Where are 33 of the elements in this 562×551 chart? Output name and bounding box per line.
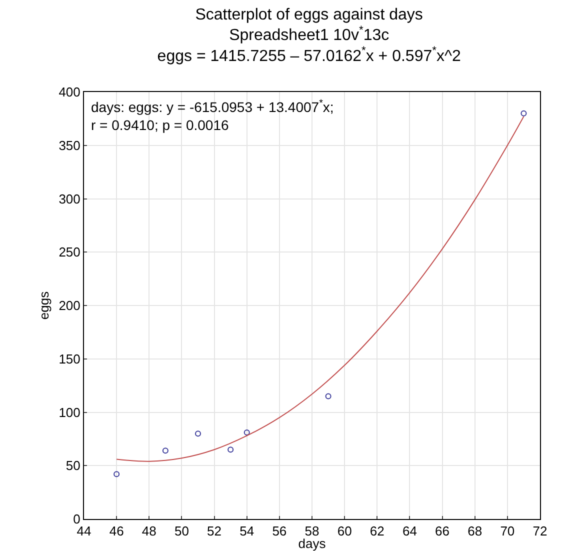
point [325,393,332,400]
x-tick-label: 62 [370,524,384,539]
x-tick-label: 58 [304,524,320,539]
y-tick-label: 100 [58,404,80,420]
y-tick-label: 350 [58,138,80,153]
x-tick-label: 70 [500,524,515,539]
chart-title: Scatterplot of eggs against days Spreadsheet1 10v$^{*}$13c eggs = 1415.7255 – 57.0162$^{*}$x + 0.597$^{*}$x^2 [157,6,461,65]
y-tick-label: 400 [58,84,80,100]
text: days: eggs: y = -615.0953 + 13.4007$^{*}$x; r = 0.9410; p = 0.0016 [91,98,334,134]
point [114,471,120,478]
y-tick-label: 50 [66,458,80,474]
point [195,430,201,437]
y-tick-label: 250 [58,244,80,260]
y-tick-label: 200 [58,298,80,314]
point [520,110,527,116]
x-tick-label: 50 [174,524,189,539]
x-tick-label: 72 [532,524,548,539]
x-tick-label: 54 [240,524,254,539]
point [244,430,250,436]
x-tick-label: 56 [272,524,287,539]
x-tick-label: 68 [468,524,482,539]
point [162,448,168,454]
x-tick-label: 60 [337,524,352,539]
y-tick-label: 300 [58,191,80,206]
y-tick-label: 150 [58,351,80,366]
x-tick-label: 52 [207,524,222,539]
x-tick-label: 64 [402,524,417,539]
x-tick-label: 48 [142,524,156,539]
x-tick-label: 66 [435,524,450,539]
point [228,446,234,453]
x-tick-label: 46 [109,524,124,539]
y-axis-title: eggs [36,290,52,320]
x-axis-title: days [298,536,326,551]
